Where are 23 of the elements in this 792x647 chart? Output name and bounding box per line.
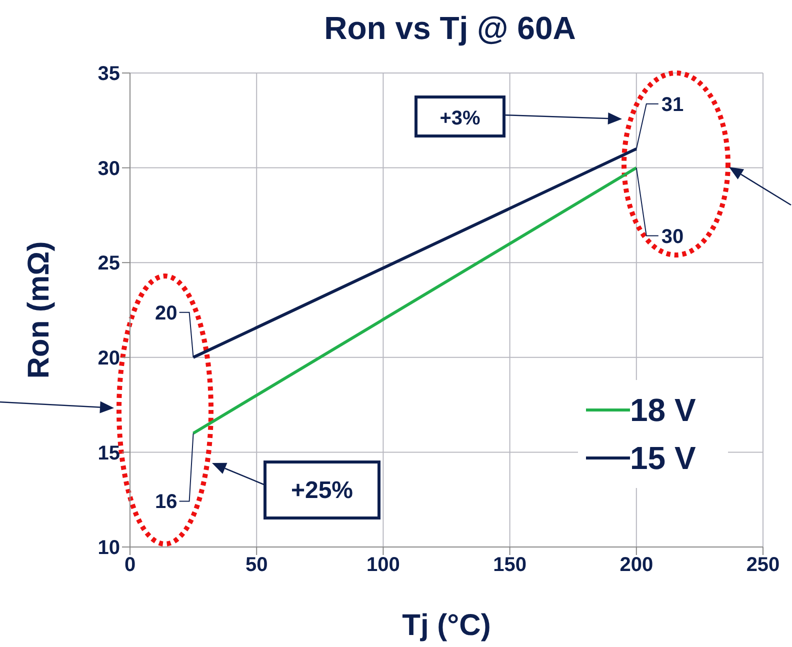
legend-label: 18 V (630, 392, 696, 428)
x-tick-label: 250 (746, 554, 780, 576)
annotation: +25% (290, 477, 354, 504)
y-tick-label: 35 (98, 63, 120, 86)
data-label: 20 (155, 302, 178, 324)
y-tick-label: 20 (98, 348, 120, 370)
legend-label: 15 V (630, 440, 696, 476)
chart-title: Ron vs Tj @ 60A (323, 10, 577, 47)
x-tick-label: 150 (493, 554, 526, 576)
y-tick-label: 10 (98, 537, 120, 560)
x-axis-title: Tj (°C) (402, 609, 491, 642)
x-tick-label: 100 (366, 554, 400, 576)
y-tick-label: 25 (98, 252, 120, 275)
y-tick-label: 30 (98, 158, 120, 180)
x-tick-label: 50 (245, 554, 268, 576)
data-label: 31 (661, 94, 684, 116)
y-axis-title: Ron (mΩ) (22, 241, 56, 379)
data-label: 30 (661, 226, 684, 248)
y-tick-label: 15 (98, 442, 120, 464)
x-tick-label: 0 (124, 554, 136, 576)
data-label: 16 (155, 491, 178, 514)
x-tick-label: 200 (620, 554, 654, 576)
annotation: +3% (440, 108, 481, 130)
